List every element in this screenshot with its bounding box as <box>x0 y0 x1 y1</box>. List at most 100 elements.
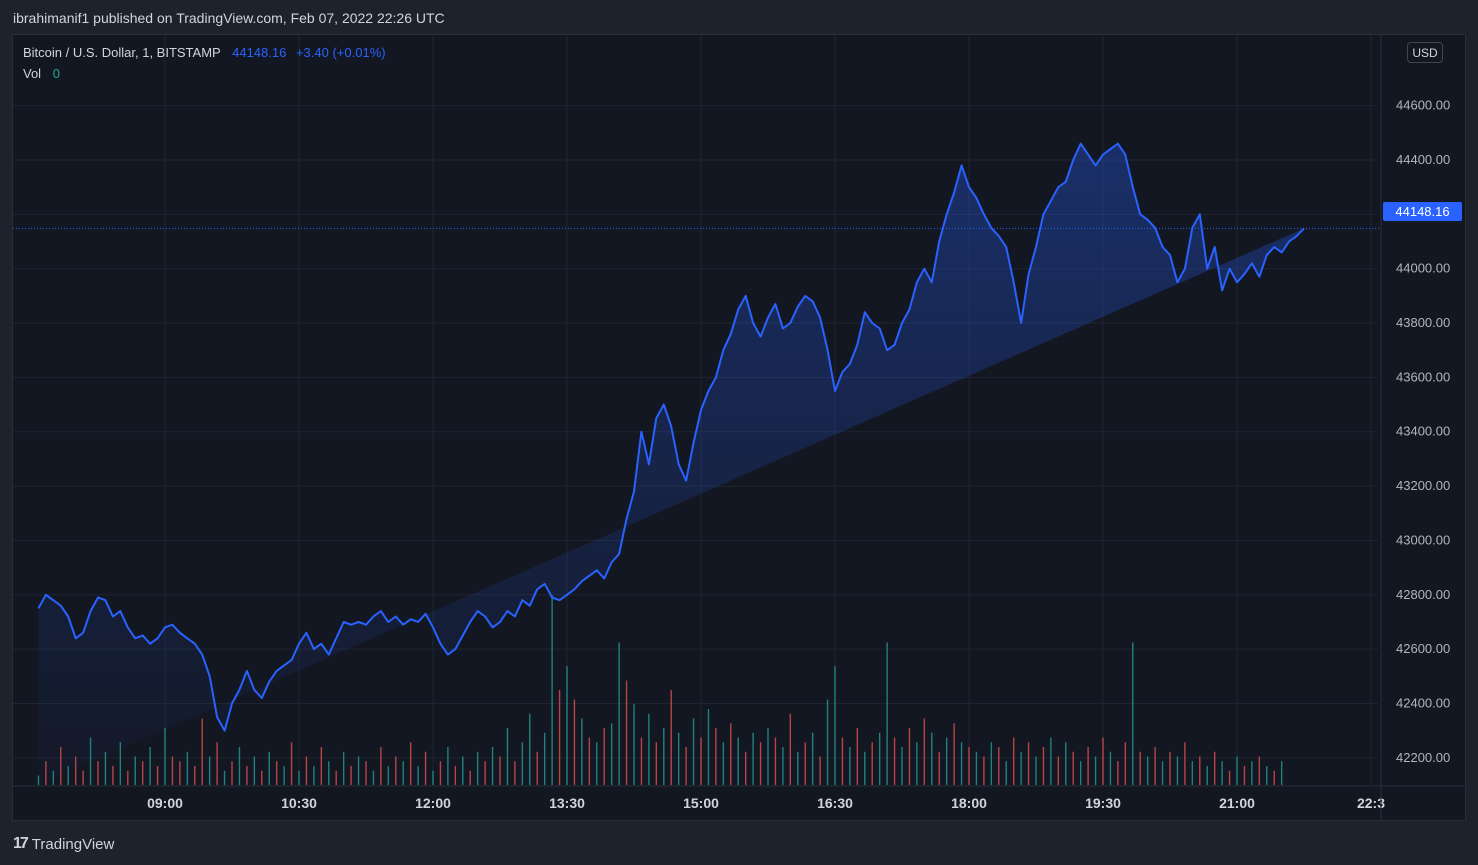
volume-bar <box>357 756 360 785</box>
volume-bar <box>759 742 762 785</box>
volume-bar <box>320 747 323 785</box>
volume-bar <box>558 690 561 785</box>
volume-bar <box>566 666 568 785</box>
volume-bar <box>1280 761 1283 785</box>
volume-bar <box>119 742 122 785</box>
volume-bar <box>447 747 449 785</box>
volume-bar <box>335 770 337 785</box>
volume-bar <box>938 751 940 785</box>
volume-bar <box>1012 737 1015 785</box>
volume-bar <box>372 770 375 785</box>
y-tick-label: 42200.00 <box>1396 750 1450 765</box>
volume-bar <box>216 742 218 785</box>
volume-bar <box>1161 761 1164 785</box>
volume-bar <box>439 761 442 785</box>
volume-bar <box>1258 756 1261 785</box>
volume-bar <box>409 742 412 785</box>
volume-bar <box>1228 770 1231 785</box>
volume-bar <box>223 770 226 785</box>
volume-bar <box>305 756 308 785</box>
footer-brand[interactable]: 17 TradingView <box>13 835 114 853</box>
publish-caption: ibrahimanif1 published on TradingView.co… <box>13 10 445 26</box>
volume-bar <box>826 699 829 785</box>
volume-bar <box>841 737 844 785</box>
volume-bar <box>655 742 658 785</box>
x-tick-label: 19:30 <box>1085 795 1121 811</box>
volume-bar <box>692 718 695 785</box>
volume-bar <box>633 704 635 785</box>
y-tick-label: 43400.00 <box>1396 424 1450 439</box>
volume-bar <box>97 761 99 785</box>
volume-label[interactable]: Vol <box>23 66 42 81</box>
volume-bar <box>141 761 144 785</box>
volume-bar <box>1251 761 1253 785</box>
volume-bar <box>610 723 613 785</box>
volume-bar <box>1176 756 1179 785</box>
legend-change: +3.40 (+0.01%) <box>295 45 386 60</box>
volume-legend: Vol 0 <box>23 66 60 81</box>
volume-bar <box>1094 756 1097 785</box>
volume-bar <box>484 761 486 785</box>
volume-bar <box>1027 742 1030 785</box>
volume-bar <box>380 747 382 785</box>
volume-bar <box>1124 742 1127 785</box>
legend-symbol[interactable]: Bitcoin / U.S. Dollar, 1, BITSTAMP <box>23 45 221 60</box>
volume-bar <box>588 737 591 785</box>
volume-bar <box>350 766 352 785</box>
volume-bar <box>1236 756 1238 785</box>
last-price-tag: 44148.16 <box>1383 202 1462 221</box>
volume-bar <box>261 770 263 785</box>
volume-bar <box>923 718 926 785</box>
volume-bar <box>715 728 717 785</box>
volume-bar <box>596 742 598 785</box>
price-line <box>37 142 1305 732</box>
volume-bar <box>402 761 404 785</box>
volume-bar <box>1065 742 1067 785</box>
volume-bar <box>625 680 628 785</box>
volume-bar <box>186 751 189 785</box>
volume-bar <box>164 728 166 785</box>
volume-bar <box>618 642 620 785</box>
volume-bar <box>878 732 881 785</box>
volume-bar <box>648 713 650 785</box>
volume-bar <box>290 742 293 785</box>
volume-bar <box>283 766 285 785</box>
y-tick-label: 43000.00 <box>1396 532 1450 547</box>
x-tick-label: 22:3 <box>1357 795 1385 811</box>
volume-bar <box>931 732 933 785</box>
volume-bar <box>1057 756 1060 785</box>
volume-bar <box>744 751 747 785</box>
volume-bar <box>856 728 859 785</box>
volume-bar <box>722 742 725 785</box>
y-tick-label: 44400.00 <box>1396 152 1450 167</box>
x-tick-label: 16:30 <box>817 795 853 811</box>
volume-bar <box>774 737 777 785</box>
volume-bar <box>677 732 680 785</box>
currency-button[interactable]: USD <box>1407 42 1443 63</box>
y-tick-label: 43800.00 <box>1396 315 1450 330</box>
volume-bar <box>268 751 270 785</box>
volume-bar <box>752 732 754 785</box>
volume-bar <box>1109 751 1112 785</box>
volume-bar <box>313 766 315 785</box>
volume-bar <box>603 728 605 785</box>
volume-bar <box>670 690 672 785</box>
volume-bar <box>1184 742 1186 785</box>
footer-brand-text: TradingView <box>31 835 115 853</box>
volume-bar <box>156 766 159 785</box>
chart-legend: Bitcoin / U.S. Dollar, 1, BITSTAMP 44148… <box>23 45 386 60</box>
volume-bar <box>424 751 427 785</box>
volume-bar <box>797 751 799 785</box>
volume-bar <box>201 718 203 785</box>
volume-bar <box>208 756 211 785</box>
volume-bar <box>1169 751 1171 785</box>
volume-bar <box>246 766 248 785</box>
volume-bar <box>975 751 978 785</box>
volume-bar <box>1042 747 1045 785</box>
volume-bar <box>134 756 136 785</box>
volume-bar <box>1221 761 1223 785</box>
volume-bar <box>231 761 233 785</box>
volume-bar <box>514 761 516 785</box>
volume-bar <box>998 747 1000 785</box>
